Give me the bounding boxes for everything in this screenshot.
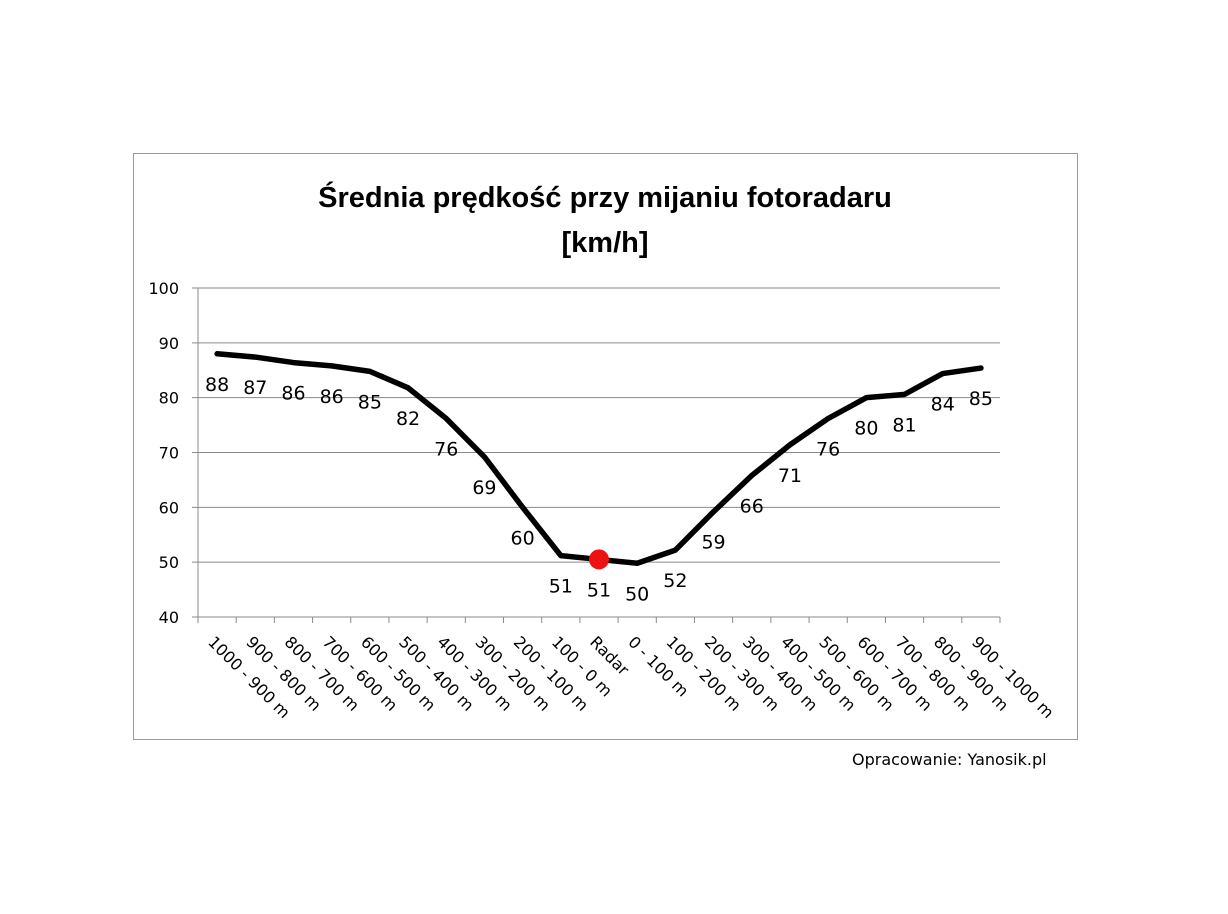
y-axis-ticks: 40 50 60 70 80 90 100 [148,279,179,627]
y-tick-label: 80 [159,389,179,408]
source-credit: Opracowanie: Yanosik.pl [852,750,1047,769]
y-tick-label: 50 [159,553,179,572]
chart-title: Średnia prędkość przy mijaniu fotoradaru [318,180,892,214]
data-label: 80 [854,418,878,440]
data-label: 60 [511,527,535,549]
data-label: 85 [358,391,382,413]
data-label: 51 [549,576,573,598]
y-tick-label: 40 [159,608,179,627]
radar-marker [589,549,609,570]
series-layer [214,351,984,570]
chart-frame: Średnia prędkość przy mijaniu fotoradaru… [133,153,1078,740]
data-label: 84 [931,394,955,416]
data-label: 81 [892,414,916,436]
data-label: 88 [205,374,229,396]
data-label: 51 [587,579,611,601]
data-labels: 88 87 86 86 85 82 76 69 60 51 51 50 52 59 66 71 76 80 81 84… [205,374,993,605]
y-tick-label: 90 [159,334,179,353]
data-label: 76 [434,439,458,461]
line-chart: Średnia prędkość przy mijaniu fotoradaru… [148,180,1058,722]
data-label: 69 [472,477,496,499]
data-label: 85 [969,388,993,410]
data-label: 86 [320,386,344,408]
y-tick-label: 100 [148,279,179,298]
data-label: 76 [816,439,840,461]
chart-subtitle: [km/h] [562,227,649,259]
data-label: 82 [396,408,420,430]
data-label: 59 [701,532,725,554]
data-label: 87 [243,377,267,399]
y-tick-label: 60 [159,498,179,517]
grid-lines [192,287,1000,618]
data-label: 86 [281,383,305,405]
data-label: 52 [663,570,687,592]
data-label: 71 [778,465,802,487]
data-label: 66 [740,496,764,518]
y-tick-label: 70 [159,444,179,463]
data-label: 50 [625,583,649,605]
